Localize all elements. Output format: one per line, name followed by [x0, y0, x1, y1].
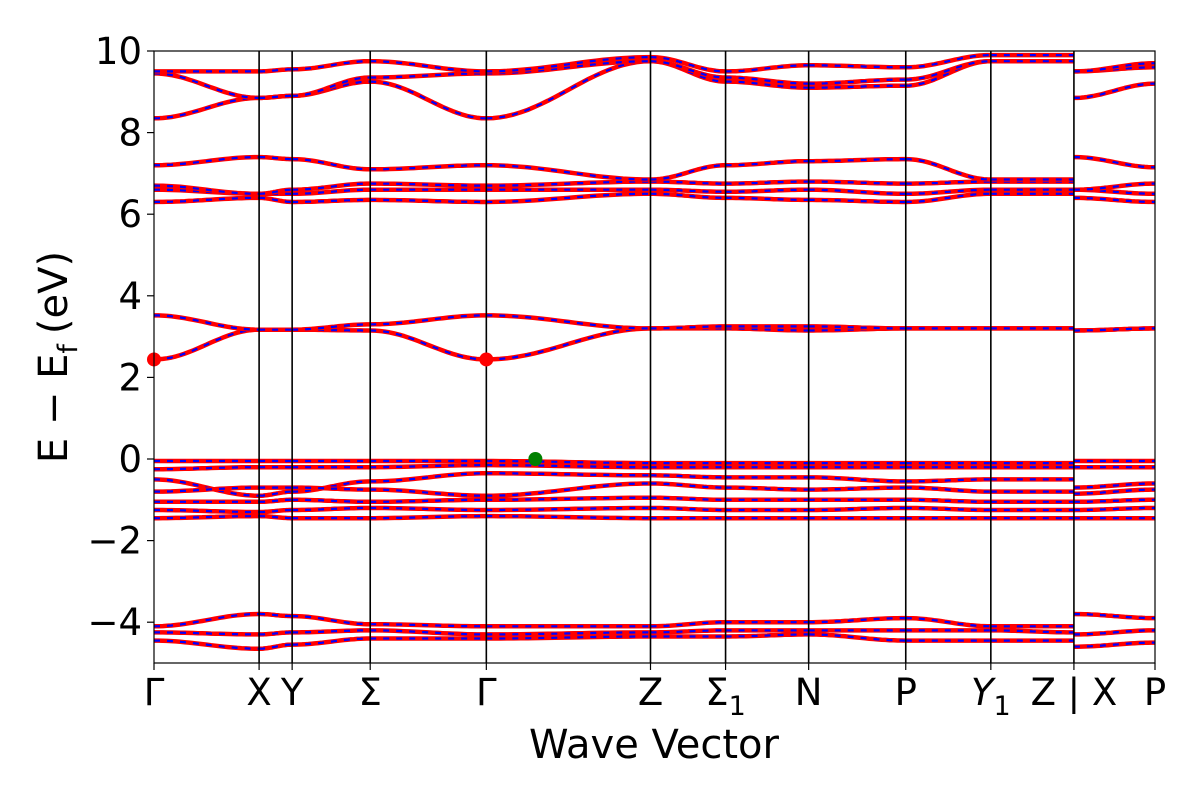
marker-cbm-1 [479, 352, 494, 367]
band-line-dashed-valence-lower-1 [154, 612, 1155, 628]
x-tick-label-9: Y1 [971, 671, 1011, 722]
x-tick-label-5: Z [638, 671, 663, 714]
y-tick-label-4: 4 [118, 275, 142, 318]
x-tick-label-1: X [246, 671, 271, 714]
x-tick-label-2: Y [280, 671, 304, 714]
x-tick-label-6: Σ1 [705, 671, 746, 722]
y-tick-label-1: −2 [87, 520, 142, 563]
x-tick-label-10: Z | X [1031, 671, 1118, 714]
y-axis-label-unit: (eV) [31, 251, 77, 334]
x-tick-label-4: Γ [476, 671, 497, 714]
band-line-dashed-conduction-3 [154, 192, 1155, 204]
y-tick-label-5: 6 [118, 193, 142, 236]
x-tick-label-7: N [795, 671, 823, 714]
y-axis-ticks: −4 −2 0 2 4 6 8 10 [87, 30, 154, 644]
marker-vbm-2 [528, 452, 543, 466]
y-axis-label-sub: f [53, 343, 84, 354]
y-tick-label-2: 0 [118, 438, 142, 481]
x-tick-label-8: P [895, 671, 917, 714]
plot-frame [153, 50, 1156, 664]
band-line-conduction-1 [154, 326, 1155, 362]
band-line-conduction-6 [154, 154, 1155, 182]
y-tick-label-7: 10 [95, 30, 142, 73]
band-line-dashed-conduction-8 [154, 60, 1155, 99]
band-line-valence-lower-1 [154, 611, 1155, 629]
band-line-dashed-conduction-1 [154, 327, 1155, 361]
band-line-dashed-valence-upper-6 [154, 506, 1155, 514]
band-line-dashed-conduction-2 [154, 314, 1155, 332]
y-axis-label: E − Ef (eV) [31, 251, 84, 463]
bands-layer [154, 52, 1155, 651]
band-line-dashed-valence-lower-2 [154, 629, 1155, 636]
band-line-dashed-valence-upper-5 [154, 496, 1155, 503]
band-line-valence-upper-4 [154, 481, 1155, 498]
x-tick-label-11: P [1144, 671, 1166, 714]
y-tick-label-0: −4 [87, 601, 142, 644]
band-line-dashed-conduction-6 [154, 156, 1155, 181]
x-tick-label-0: Γ [144, 671, 165, 714]
band-line-dashed-valence-upper-7 [154, 515, 1155, 520]
band-line-dashed-valence-upper-4 [154, 482, 1155, 497]
x-axis-label: Wave Vector [529, 722, 780, 768]
y-axis-label-main: E − E [31, 354, 77, 464]
x-axis-ticks: Γ X Y Σ Γ Z Σ1 N P Y1 Z | X P [144, 663, 1166, 722]
extrema-markers [147, 352, 543, 466]
band-line-dashed-valence-lower-3 [154, 633, 1155, 650]
y-tick-label-6: 8 [118, 112, 142, 155]
y-tick-label-3: 2 [118, 356, 142, 399]
band-line-dashed-valence-upper-2 [154, 464, 1155, 471]
kpoint-lines [258, 51, 1075, 663]
x-tick-label-3: Σ [359, 671, 382, 714]
band-line-dashed-valence-upper-1 [154, 459, 1155, 465]
band-line-dashed-conduction-9 [154, 54, 1155, 73]
